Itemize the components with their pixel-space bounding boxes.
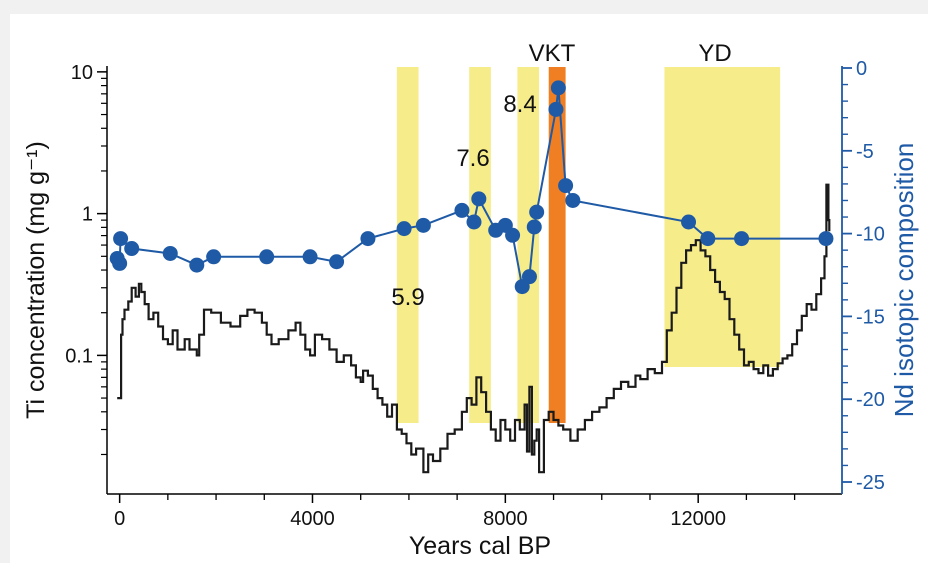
right-tick-label: -15 [856,306,885,328]
event-bands [396,67,781,423]
band-label-7-6: 7.6 [456,145,489,172]
left-tick-label: 10 [71,62,93,84]
right-tick-label: -5 [856,141,874,163]
x-tick-label: 12000 [670,508,726,530]
nd-point-23 [548,101,564,117]
nd-point-1 [112,255,128,271]
axes: 0.1 1 10 0 -5 -10 -15 -20 -25 0 4000 8000 12000 Years… [22,58,919,560]
left-axis-title: Ti concentration (mg g⁻¹) [22,141,50,419]
right-tick-label: -20 [856,389,885,411]
nd-point-29 [734,231,750,247]
ti-nd-chart: 0.1 1 10 0 -5 -10 -15 -20 -25 0 4000 8000 12000 Years… [22,40,919,560]
band-label-5-9: 5.9 [391,284,424,311]
band-yd [664,67,781,367]
right-tick-label: -25 [856,472,885,494]
nd-point-8 [302,249,318,265]
nd-point-4 [162,245,178,261]
left-tick-label: 0.1 [65,345,93,367]
right-axis-title: Nd isotopic composition [889,143,919,418]
band-5-9 [396,67,419,423]
nd-point-30 [818,231,834,247]
nd-point-6 [206,249,222,265]
band-vkt [548,67,566,423]
nd-point-9 [329,254,345,270]
nd-point-20 [521,269,537,285]
nd-point-5 [189,257,205,273]
nd-series-layer [109,80,834,295]
nd-point-12 [415,217,431,233]
nd-point-18 [505,227,521,243]
right-tick-label: 0 [856,58,867,80]
nd-point-14 [466,214,482,230]
nd-point-7 [259,249,275,265]
nd-point-13 [454,202,470,218]
x-tick-label: 4000 [290,508,335,530]
nd-point-11 [396,221,412,237]
nd-point-22 [529,204,545,220]
nd-point-25 [558,178,574,194]
nd-point-27 [681,214,697,230]
x-tick-label: 8000 [483,508,528,530]
nd-point-24 [550,80,566,96]
x-axis-title: Years cal BP [409,532,551,560]
nd-point-26 [565,192,581,208]
band-label-yd: YD [698,40,731,67]
right-tick-label: -10 [856,224,885,246]
nd-point-10 [360,231,376,247]
band-labels: 5.9 7.6 8.4 VKT YD [391,40,731,311]
band-7-6 [469,67,491,423]
nd-point-28 [700,231,716,247]
band-label-vkt: VKT [529,40,576,67]
nd-point-2 [113,231,129,247]
chart-panel: 0.1 1 10 0 -5 -10 -15 -20 -25 0 4000 8000 12000 Years… [10,14,928,563]
ti-concentration-line [117,183,831,474]
band-8-4 [517,67,540,423]
nd-point-15 [471,191,487,207]
left-tick-label: 1 [82,204,93,226]
x-tick-label: 0 [114,508,125,530]
nd-point-3 [124,241,140,257]
nd-point-21 [526,219,542,235]
ti-series-layer [117,183,831,474]
band-label-8-4: 8.4 [503,91,536,118]
